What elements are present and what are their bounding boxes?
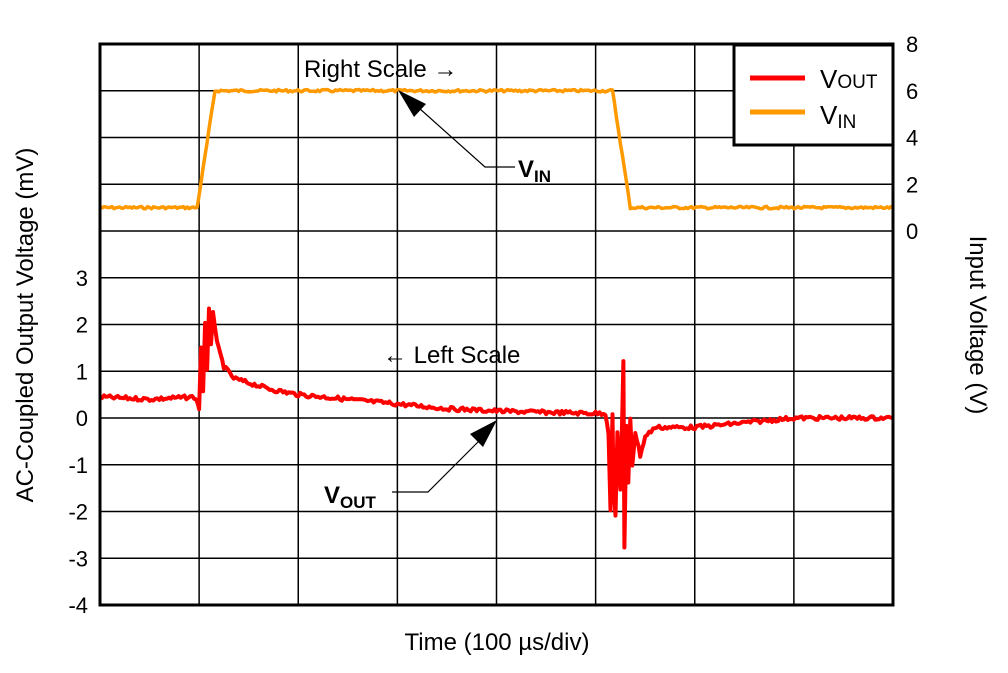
plot-frame	[98, 42, 895, 607]
left-tick-label: 1	[76, 359, 88, 384]
vout-callout-label: VOUT	[324, 482, 377, 512]
left-tick-label: -4	[68, 593, 88, 618]
left-scale-annotation: ← Left Scale	[383, 342, 520, 369]
left-axis-ticks: 3 2 1 0 -1 -2 -3 -4	[68, 266, 88, 618]
left-tick-label: 0	[76, 406, 88, 431]
left-axis-label: AC-Coupled Output Voltage (mV)	[12, 148, 39, 503]
left-tick-label: -1	[68, 453, 88, 478]
series-layer	[98, 87, 894, 550]
series-line-vout	[98, 306, 894, 550]
left-tick-label: 2	[76, 313, 88, 338]
right-tick-label: 4	[906, 126, 918, 151]
right-axis-ticks: 8 6 4 2 0	[906, 32, 918, 244]
legend-box	[732, 43, 895, 147]
series-line-vin	[99, 87, 894, 211]
right-tick-label: 8	[906, 32, 918, 57]
right-axis-label: Input Voltage (V)	[964, 236, 991, 415]
vin-callout-line	[409, 99, 515, 168]
legend: VOUT VIN	[732, 43, 895, 147]
left-tick-label: -3	[68, 546, 88, 571]
legend-label-vout: VOUT	[820, 64, 878, 94]
x-axis-label: Time (100 µs/div)	[405, 629, 590, 656]
right-scale-annotation: Right Scale →	[304, 56, 457, 83]
vout-callout-arrowhead	[470, 420, 497, 447]
right-tick-label: 0	[906, 219, 918, 244]
left-tick-label: -2	[68, 500, 88, 525]
legend-label-vin: VIN	[820, 100, 856, 133]
grid	[100, 44, 893, 605]
left-tick-label: 3	[76, 266, 88, 291]
right-tick-label: 6	[906, 79, 918, 104]
vin-callout-arrowhead	[398, 90, 426, 117]
vin-callout-label: VIN	[518, 156, 551, 186]
right-tick-label: 2	[906, 172, 918, 197]
vout-callout-line	[392, 434, 486, 493]
